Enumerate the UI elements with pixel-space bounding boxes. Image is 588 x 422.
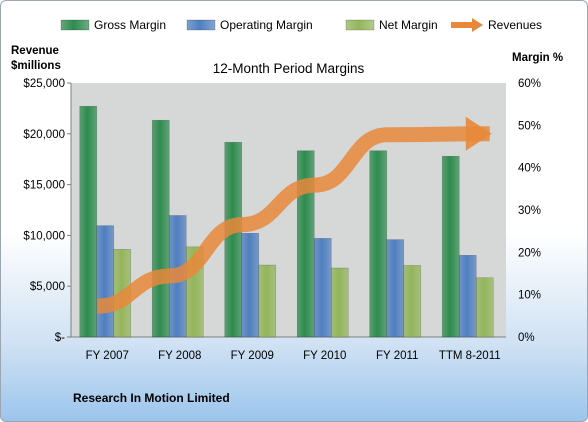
legend-label: Net Margin: [379, 18, 438, 32]
right-tick-label: 30%: [518, 205, 541, 217]
legend-swatch-arrowhead: [472, 18, 483, 32]
bar-operating-margin: [386, 239, 405, 338]
right-tick-label: 20%: [518, 247, 541, 259]
left-tick-label: $5,000: [30, 281, 65, 293]
left-tick-label: $20,000: [23, 129, 65, 141]
revenues-arrowhead: [465, 116, 492, 151]
left-tick-label: $10,000: [23, 230, 65, 242]
x-tick-label: FY 2009: [231, 350, 274, 362]
bar-operating-margin: [96, 225, 115, 338]
legend-label: Revenues: [488, 18, 542, 32]
right-tick-label: 0%: [518, 332, 535, 344]
bar-net-margin: [258, 264, 277, 338]
x-tick-label: FY 2010: [303, 350, 346, 362]
legend-swatch: [60, 19, 90, 31]
right-tick-label: 60%: [518, 78, 541, 90]
left-axis-title-line1: Revenue: [11, 45, 59, 57]
x-tick-label: FY 2007: [86, 350, 129, 362]
bar-gross-margin: [369, 150, 388, 338]
right-tick-label: 40%: [518, 163, 541, 175]
legend-label: Gross Margin: [94, 18, 166, 32]
x-tick-label: FY 2008: [158, 350, 201, 362]
bar-gross-margin: [441, 155, 460, 338]
x-tick-label: FY 2011: [376, 350, 418, 362]
bar-operating-margin: [313, 238, 332, 338]
legend-swatch: [345, 19, 375, 31]
right-tick-label: 50%: [518, 120, 541, 132]
plot-area: [71, 83, 506, 337]
bar-net-margin: [475, 277, 494, 338]
right-tick-label: 10%: [518, 290, 541, 302]
bar-gross-margin: [151, 119, 170, 338]
bar-net-margin: [403, 265, 422, 338]
bar-operating-margin: [458, 254, 477, 338]
left-tick-label: $15,000: [23, 180, 65, 192]
bar-gross-margin: [79, 105, 98, 338]
legend-label: Operating Margin: [220, 18, 313, 32]
bar-gross-margin: [224, 141, 243, 338]
left-tick-label: $25,000: [23, 78, 65, 90]
bar-operating-margin: [241, 232, 260, 338]
right-axis-title: Margin %: [512, 52, 563, 64]
x-tick-label: TTM 8-2011: [439, 350, 501, 362]
legend-swatch: [186, 19, 216, 31]
footer-company: Research In Motion Limited: [73, 391, 230, 405]
left-tick-label: $-: [55, 332, 65, 344]
chart-title: 12-Month Period Margins: [213, 61, 365, 76]
bar-net-margin: [330, 267, 349, 338]
left-axis-title-line2: $millions: [11, 60, 61, 72]
revenues-line: [96, 126, 490, 314]
